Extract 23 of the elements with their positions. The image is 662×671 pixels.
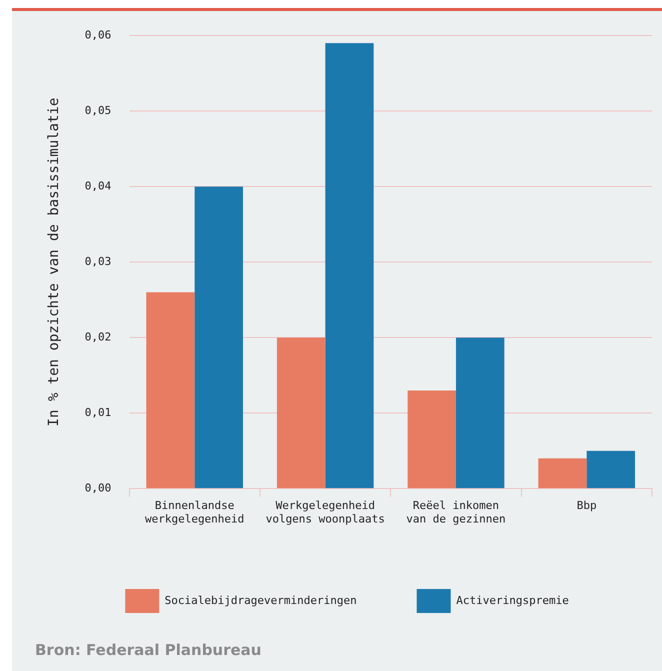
bar bbox=[408, 390, 456, 488]
y-tick-label: 0,04 bbox=[84, 179, 112, 192]
y-tick-label: 0,00 bbox=[84, 481, 112, 494]
x-tick-label: Binnenlandse werkgelegenheid bbox=[144, 499, 244, 526]
bar bbox=[586, 450, 636, 488]
bar bbox=[325, 43, 374, 488]
x-tick-label: Werkgelegenheid volgens woonplaats bbox=[266, 499, 385, 526]
y-axis-title: In % ten opzichte van de basissimulatie bbox=[46, 98, 62, 426]
y-tick-label: 0,02 bbox=[84, 330, 112, 344]
y-tick-label: 0,03 bbox=[84, 254, 112, 268]
bar bbox=[276, 338, 326, 488]
bar bbox=[538, 458, 587, 488]
y-tick-label: 0,01 bbox=[84, 406, 112, 419]
legend-label: Socialebijdrageverminderingen bbox=[164, 594, 357, 607]
x-tick-label: Reëel inkomen van de gezinnen bbox=[406, 499, 506, 526]
x-tick-label: Bbp bbox=[576, 499, 597, 512]
bar bbox=[146, 292, 195, 488]
bar bbox=[194, 186, 243, 488]
legend-label: Activeringspremie bbox=[456, 594, 569, 607]
y-tick-label: 0,05 bbox=[84, 104, 112, 117]
bar bbox=[456, 338, 504, 488]
y-tick-label: 0,06 bbox=[84, 28, 112, 42]
text: Bron: Federaal Planbureau bbox=[35, 641, 262, 659]
